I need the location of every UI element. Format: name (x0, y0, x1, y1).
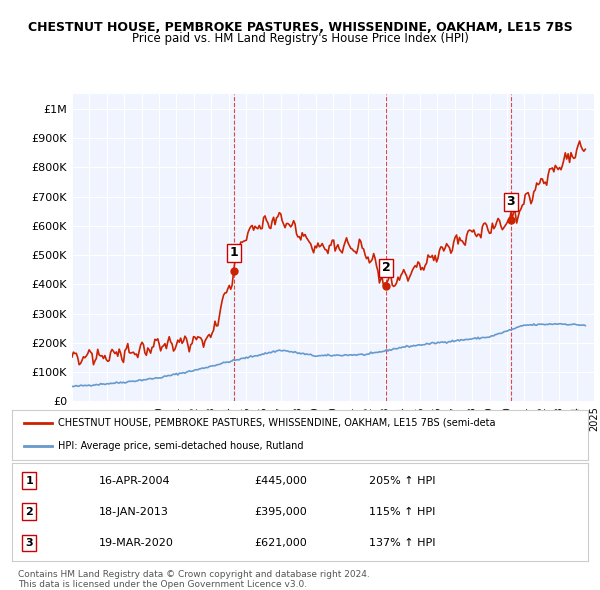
Text: 1: 1 (229, 247, 238, 260)
Text: 16-APR-2004: 16-APR-2004 (98, 476, 170, 486)
Text: £621,000: £621,000 (254, 538, 307, 548)
Text: 18-JAN-2013: 18-JAN-2013 (98, 507, 168, 517)
Text: HPI: Average price, semi-detached house, Rutland: HPI: Average price, semi-detached house,… (58, 441, 304, 451)
Text: 2: 2 (382, 261, 391, 274)
Text: 2: 2 (25, 507, 33, 517)
Text: 1: 1 (25, 476, 33, 486)
Text: CHESTNUT HOUSE, PEMBROKE PASTURES, WHISSENDINE, OAKHAM, LE15 7BS: CHESTNUT HOUSE, PEMBROKE PASTURES, WHISS… (28, 21, 572, 34)
Text: 205% ↑ HPI: 205% ↑ HPI (369, 476, 436, 486)
Text: £395,000: £395,000 (254, 507, 307, 517)
Text: Price paid vs. HM Land Registry's House Price Index (HPI): Price paid vs. HM Land Registry's House … (131, 32, 469, 45)
Text: 115% ↑ HPI: 115% ↑ HPI (369, 507, 436, 517)
Text: 3: 3 (25, 538, 33, 548)
Text: Contains HM Land Registry data © Crown copyright and database right 2024.
This d: Contains HM Land Registry data © Crown c… (18, 570, 370, 589)
Text: £445,000: £445,000 (254, 476, 307, 486)
Text: CHESTNUT HOUSE, PEMBROKE PASTURES, WHISSENDINE, OAKHAM, LE15 7BS (semi-deta: CHESTNUT HOUSE, PEMBROKE PASTURES, WHISS… (58, 418, 496, 428)
Text: 19-MAR-2020: 19-MAR-2020 (98, 538, 173, 548)
Text: 137% ↑ HPI: 137% ↑ HPI (369, 538, 436, 548)
Text: 3: 3 (506, 195, 515, 208)
